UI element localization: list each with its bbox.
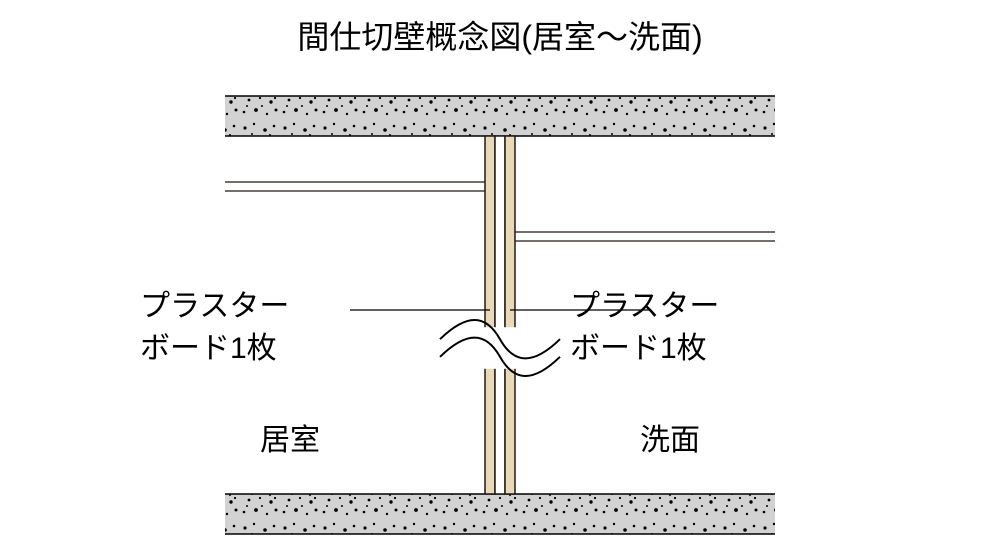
left-board-label-line2: ボード1枚	[140, 332, 277, 365]
right-board-label-line1: プラスター	[570, 290, 719, 323]
left-board-label-line1: プラスター	[140, 290, 289, 323]
right-board-label-line2: ボード1枚	[570, 332, 707, 365]
left-board-label: プラスター ボード1枚	[140, 286, 289, 370]
partition-wall-diagram	[0, 0, 1000, 545]
right-board-label: プラスター ボード1枚	[570, 286, 719, 370]
right-room-label: 洗面	[640, 420, 700, 462]
left-room-label: 居室	[260, 420, 320, 462]
